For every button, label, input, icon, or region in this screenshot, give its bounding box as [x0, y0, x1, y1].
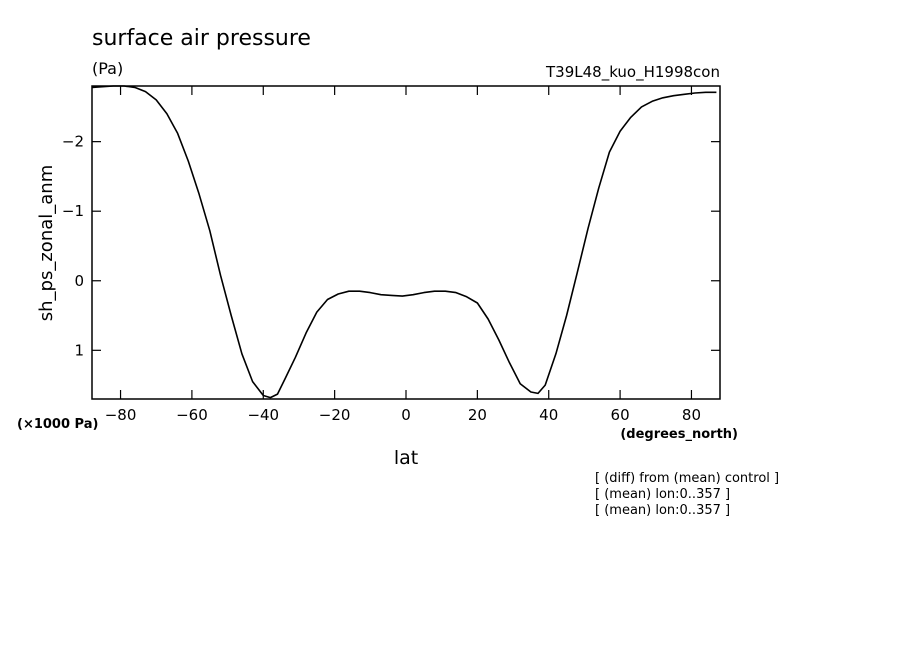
x-units-label: (degrees_north) [620, 427, 738, 442]
y-axis: −2 −1 0 1 [62, 133, 720, 359]
y-tick-label: 1 [74, 341, 84, 359]
x-tick-label: −40 [247, 406, 279, 424]
x-tick-label: 60 [611, 406, 630, 424]
note-mean-lon-2: [ (mean) lon:0..357 ] [595, 503, 730, 518]
x-axis-label: lat [394, 447, 418, 469]
plot-frame [91, 85, 721, 400]
y-units-label: (×1000 Pa) [17, 417, 98, 432]
chart-title: surface air pressure [92, 26, 311, 51]
note-diff: [ (diff) from (mean) control ] [595, 471, 779, 486]
x-tick-label: −60 [176, 406, 208, 424]
x-tick-label: −20 [319, 406, 351, 424]
y-tick-label: −2 [62, 133, 84, 151]
x-tick-label: 0 [401, 406, 411, 424]
x-tick-label: 40 [539, 406, 558, 424]
y-tick-label: 0 [74, 272, 84, 290]
x-tick-label: −80 [105, 406, 137, 424]
note-mean-lon-1: [ (mean) lon:0..357 ] [595, 487, 730, 502]
x-tick-label: 80 [682, 406, 701, 424]
y-axis-label: sh_ps_zonal_anm [36, 165, 57, 321]
experiment-label: T39L48_kuo_H1998con [545, 63, 720, 82]
x-tick-label: 20 [468, 406, 487, 424]
series-line [91, 85, 717, 399]
y-tick-label: −1 [62, 202, 84, 220]
units-label: (Pa) [92, 59, 123, 78]
x-axis: −80 −60 −40 −20 0 20 40 60 80 [105, 86, 701, 424]
